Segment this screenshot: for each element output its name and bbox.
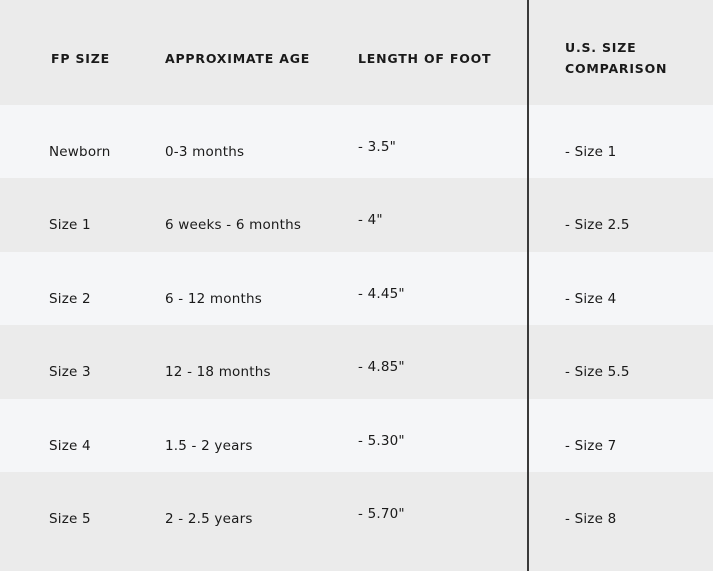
header-us-size-comparison: U.S. SIZE COMPARISON [565, 40, 668, 76]
cell-approximate-age: 12 - 18 months [165, 364, 271, 380]
table-row: Size 2 6 - 12 months - 4.45" - Size 4 [0, 252, 713, 325]
cell-us-size: - Size 8 [565, 511, 617, 527]
column-divider [527, 0, 529, 571]
table-row: Size 5 2 - 2.5 years - 5.70" - Size 8 [0, 472, 713, 571]
header-fp-size: FP SIZE [51, 51, 110, 66]
cell-us-size: - Size 7 [565, 438, 617, 454]
cell-approximate-age: 0-3 months [165, 144, 245, 160]
table-row: Newborn 0-3 months - 3.5" - Size 1 [0, 105, 713, 178]
table-header: FP SIZE APPROXIMATE AGE LENGTH OF FOOT U… [0, 0, 713, 105]
cell-length-of-foot: - 3.5" [358, 139, 397, 155]
cell-us-size: - Size 4 [565, 291, 617, 307]
cell-fp-size: Size 3 [49, 364, 91, 380]
cell-fp-size: Size 2 [49, 291, 91, 307]
cell-fp-size: Newborn [49, 144, 111, 160]
cell-approximate-age: 1.5 - 2 years [165, 438, 253, 454]
cell-approximate-age: 6 - 12 months [165, 291, 262, 307]
cell-length-of-foot: - 4.85" [358, 359, 405, 375]
cell-us-size: - Size 1 [565, 144, 617, 160]
cell-approximate-age: 6 weeks - 6 months [165, 217, 302, 233]
table-row: Size 3 12 - 18 months - 4.85" - Size 5.5 [0, 325, 713, 399]
cell-fp-size: Size 1 [49, 217, 91, 233]
header-approximate-age: APPROXIMATE AGE [165, 51, 311, 66]
cell-length-of-foot: - 5.70" [358, 506, 405, 522]
cell-length-of-foot: - 5.30" [358, 433, 405, 449]
cell-fp-size: Size 4 [49, 438, 91, 454]
cell-us-size: - Size 2.5 [565, 217, 630, 233]
cell-fp-size: Size 5 [49, 511, 91, 527]
cell-approximate-age: 2 - 2.5 years [165, 511, 253, 527]
table-row: Size 1 6 weeks - 6 months - 4" - Size 2.5 [0, 178, 713, 252]
cell-length-of-foot: - 4.45" [358, 286, 405, 302]
cell-length-of-foot: - 4" [358, 212, 383, 228]
header-length-of-foot: LENGTH OF FOOT [358, 51, 492, 66]
cell-us-size: - Size 5.5 [565, 364, 630, 380]
table-row: Size 4 1.5 - 2 years - 5.30" - Size 7 [0, 399, 713, 472]
